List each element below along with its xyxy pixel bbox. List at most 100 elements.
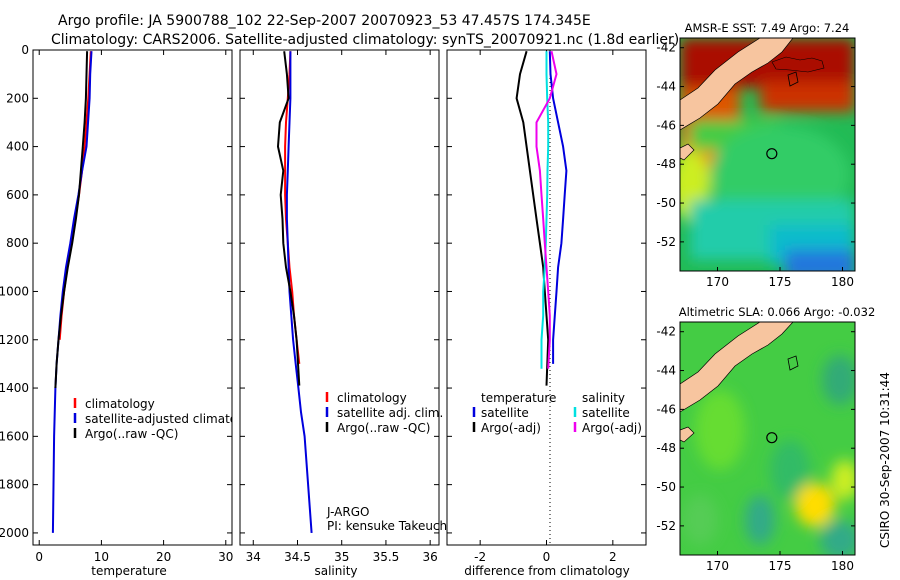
series-line-salinity-argo-adj <box>535 50 558 369</box>
sst-map-frame <box>679 37 856 272</box>
chatham-rise-contour <box>787 355 799 371</box>
map-y-tick-label: -52 <box>656 519 676 533</box>
legend-heading-salinity: salinity <box>582 391 625 405</box>
temperature-panel: 0 200 400 600 800 1000 1200 1400 1600 1800 2000 0 1… <box>0 43 263 578</box>
temperature-series <box>51 51 93 533</box>
y-tick-label: 400 <box>6 140 29 154</box>
series-line-temperature-satellite <box>548 51 568 364</box>
map-x-tick-label: 170 <box>706 559 729 573</box>
difference-series <box>515 50 568 386</box>
x-tick-label: 0 <box>543 550 551 564</box>
difference-legend-salinity: salinity satellite Argo(-adj) <box>573 391 642 435</box>
map-x-tick-label: 170 <box>706 275 729 289</box>
legend-label-argo: Argo(..raw -QC) <box>85 427 178 441</box>
y-tick-label: 1000 <box>0 284 29 298</box>
x-tick-label: 35.5 <box>373 550 400 564</box>
legend-label-satellite: satellite-adjusted climatology <box>85 412 263 426</box>
legend-label-temp-argo: Argo(-adj) <box>481 421 541 435</box>
legend-label-temp-satellite: satellite <box>481 406 529 420</box>
temperature-axes <box>32 49 233 546</box>
salinity-xlabel: salinity <box>314 564 357 578</box>
series-line-temperature-argo-adj <box>515 50 550 386</box>
south-island-land <box>680 38 794 131</box>
temperature-x-axis: 0 10 20 30 <box>35 50 233 564</box>
difference-x-axis: -2 0 2 <box>474 50 617 564</box>
legend-heading-temperature: temperature <box>481 391 556 405</box>
map-y-tick-label: -46 <box>656 402 676 416</box>
map-y-tick-label: -42 <box>656 325 676 339</box>
header-line-2: Climatology: CARS2006. Satellite-adjuste… <box>51 32 679 48</box>
sst-map-axes: 170 175 180 -42 -44 -46 -48 -50 -52 <box>656 41 855 289</box>
x-tick-label: -2 <box>474 550 486 564</box>
credit-text: CSIRO 30-Sep-2007 10:31:44 <box>878 372 892 548</box>
x-tick-label: 0 <box>35 550 43 564</box>
map-y-tick-label: -48 <box>656 157 676 171</box>
x-tick-label: 20 <box>156 550 171 564</box>
y-tick-label: 0 <box>21 43 29 57</box>
series-line-satellite-adjusted-climatology <box>51 51 93 533</box>
depth-axis: 0 200 400 600 800 1000 1200 1400 1600 1800 2000 <box>0 43 232 540</box>
legend-label-sal-satellite: satellite <box>582 406 630 420</box>
sst-map-panel: AMSR-E SST: 7.49 Argo: 7.24 170 175 180 <box>656 21 856 289</box>
map-y-tick-label: -44 <box>656 364 676 378</box>
y-tick-label: 200 <box>6 91 29 105</box>
sla-field <box>680 322 855 555</box>
legend-label-sal-argo: Argo(-adj) <box>582 421 642 435</box>
stewart-island-land <box>680 143 695 161</box>
legend-label-climatology: climatology <box>337 391 407 405</box>
map-x-tick-label: 175 <box>769 275 792 289</box>
chatham-rise-contour <box>787 71 799 87</box>
argo-position-marker <box>766 432 778 444</box>
temperature-legend: climatology satellite-adjusted climatolo… <box>73 397 263 441</box>
series-line-satellite-adj-clim <box>285 51 313 533</box>
map-x-tick-label: 175 <box>769 559 792 573</box>
legend-label-satellite: satellite adj. clim. <box>337 406 443 420</box>
legend-label-climatology: climatology <box>85 397 155 411</box>
legend-label-argo: Argo(..raw -QC) <box>337 421 430 435</box>
south-island-land <box>680 322 794 413</box>
x-tick-label: 35 <box>334 550 349 564</box>
salinity-panel: 34 34.5 35 35.5 36 salinity climatology sate… <box>239 49 450 578</box>
salinity-axes <box>239 49 440 546</box>
difference-legend-temperature: temperature satellite Argo(-adj) <box>472 391 556 435</box>
series-line-argo-raw-qc <box>54 51 89 389</box>
salinity-legend: climatology satellite adj. clim. Argo(..… <box>325 391 443 435</box>
salinity-depth-ticks <box>240 49 439 534</box>
bathymetry-contour <box>771 56 825 73</box>
map-y-tick-label: -44 <box>656 80 676 94</box>
difference-depth-ticks <box>447 49 646 534</box>
sla-map-title: Altimetric SLA: 0.066 Argo: -0.032 <box>679 305 876 319</box>
map-y-tick-label: -46 <box>656 118 676 132</box>
salinity-series <box>277 51 313 533</box>
sst-field <box>680 38 855 271</box>
stewart-island-land <box>680 426 695 443</box>
x-tick-label: 34 <box>246 550 261 564</box>
sla-map-panel: Altimetric SLA: 0.066 Argo: -0.032 170 17… <box>656 305 875 573</box>
argo-position-marker <box>766 148 778 160</box>
map-y-tick-label: -50 <box>656 480 676 494</box>
y-tick-label: 600 <box>6 188 29 202</box>
y-tick-label: 1600 <box>0 429 29 443</box>
map-y-tick-label: -48 <box>656 441 676 455</box>
y-tick-label: 1800 <box>0 478 29 492</box>
x-tick-label: 34.5 <box>284 550 311 564</box>
x-tick-label: 30 <box>218 550 233 564</box>
map-y-tick-label: -42 <box>656 41 676 55</box>
y-tick-label: 1200 <box>0 333 29 347</box>
y-tick-label: 1400 <box>0 381 29 395</box>
difference-xlabel: difference from climatology <box>464 564 630 578</box>
map-x-tick-label: 180 <box>831 275 854 289</box>
x-tick-label: 2 <box>609 550 617 564</box>
x-tick-label: 10 <box>94 550 109 564</box>
difference-panel: -2 0 2 difference from climatology tempera… <box>446 49 647 578</box>
sla-map-axes: 170 175 180 -42 -44 -46 -48 -50 -52 <box>656 325 855 573</box>
y-tick-label: 800 <box>6 236 29 250</box>
map-y-tick-label: -52 <box>656 235 676 249</box>
program-label: J-ARGO <box>326 505 369 519</box>
y-tick-label: 2000 <box>0 526 29 540</box>
difference-axes <box>446 49 647 546</box>
sst-map-title: AMSR-E SST: 7.49 Argo: 7.24 <box>685 21 850 35</box>
sla-map-frame <box>679 321 856 556</box>
map-x-tick-label: 180 <box>831 559 854 573</box>
